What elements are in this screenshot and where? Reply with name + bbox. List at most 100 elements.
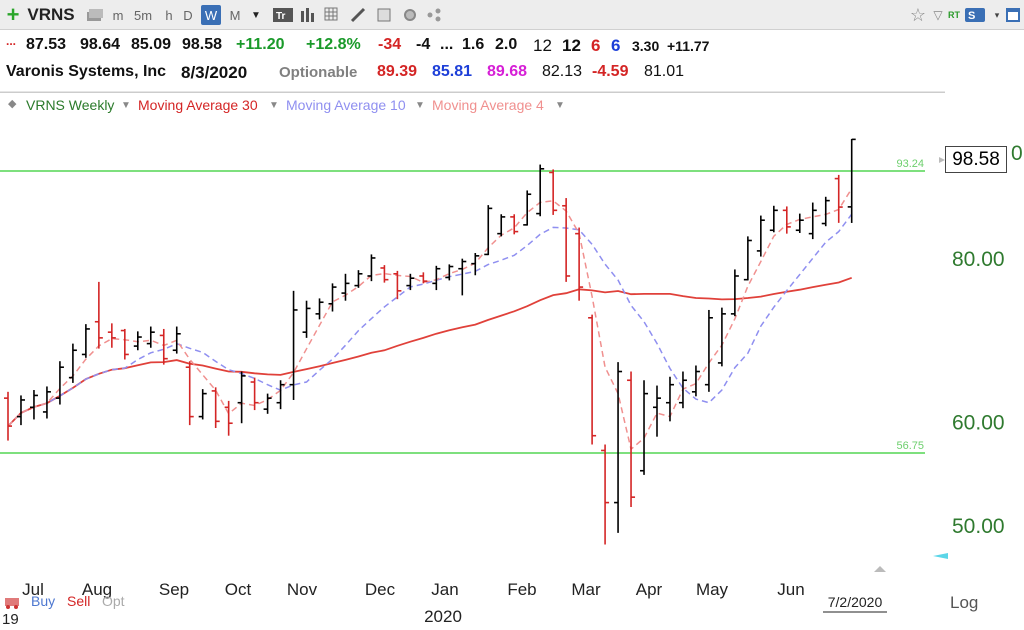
- ohlc-bar: [704, 309, 713, 392]
- ohlc-bar: [653, 385, 661, 437]
- ohlc-bar: [16, 395, 25, 426]
- settings-dropdown-icon[interactable]: ▾: [994, 9, 1000, 20]
- x-axis: Jul Aug Sep Oct Nov Dec Jan Feb Mar Apr May Jun 2020…: [2, 580, 887, 628]
- plus-icon[interactable]: +: [6, 2, 20, 27]
- ohlc-bar: [120, 328, 129, 360]
- ohlc-bar: [432, 265, 441, 291]
- quote-close: 98.58: [182, 36, 223, 53]
- ohlc-bar: [627, 371, 636, 507]
- ohlc-bar: [743, 236, 752, 281]
- quote-dots: ...: [6, 34, 17, 48]
- quote-field-1: -34: [378, 36, 402, 53]
- ohlc-bar: [497, 214, 506, 237]
- price-bars: [4, 138, 856, 545]
- ohlc-bar: [484, 205, 493, 256]
- y-tick-label-partial: 0: [1011, 142, 1023, 165]
- x-tick-label: Jun: [777, 580, 804, 599]
- cart-icon[interactable]: [4, 595, 22, 609]
- quote-field-6: 12: [533, 36, 552, 55]
- timeframe-h[interactable]: h: [165, 7, 173, 23]
- ohlc-bar: [808, 202, 817, 240]
- quote-change-pct: +12.8%: [306, 36, 361, 53]
- bar-tool-icon[interactable]: [298, 5, 318, 25]
- timeframe-5m[interactable]: 5m: [133, 7, 153, 23]
- timeframe-d[interactable]: D: [183, 7, 193, 23]
- quote-low: 85.09: [131, 36, 172, 53]
- ohlc-bar: [549, 169, 558, 215]
- legend-series-dropdown-icon[interactable]: ▼: [121, 100, 131, 111]
- window-icon[interactable]: [1004, 5, 1022, 25]
- ohlc-bar: [81, 324, 90, 358]
- ohlc-bar: [536, 164, 545, 217]
- legend-series[interactable]: VRNS Weekly: [26, 97, 115, 113]
- legend-ma4[interactable]: Moving Average 4: [432, 97, 544, 113]
- ohlc-bar: [354, 270, 363, 288]
- legend-ma30[interactable]: Moving Average 30: [138, 97, 258, 113]
- moving-average-lines: [7, 188, 853, 451]
- ohlc-bar: [133, 331, 142, 351]
- gear-icon[interactable]: [400, 5, 420, 25]
- log-scale-toggle[interactable]: Log: [950, 593, 979, 612]
- timeframe-m[interactable]: m: [112, 7, 124, 23]
- dropdown-arrow-icon[interactable]: ▼: [251, 9, 261, 21]
- ohlc-bar: [691, 365, 700, 397]
- ohlc-bar: [367, 254, 376, 282]
- ohlc-bar: [821, 196, 830, 227]
- sell-button[interactable]: Sell: [67, 593, 91, 609]
- legend-chevron-icon[interactable]: ◆: [8, 98, 17, 110]
- timeframe-m-monthly[interactable]: M: [229, 7, 241, 23]
- ohlc-bar: [29, 390, 38, 420]
- ma-line-10: [7, 213, 853, 427]
- x-tick-label: Dec: [365, 580, 396, 599]
- rt-icon[interactable]: RT: [948, 10, 960, 20]
- timeframe-w[interactable]: W: [201, 5, 221, 25]
- ohlc-bar: [678, 371, 687, 409]
- legend-ma10[interactable]: Moving Average 10: [286, 97, 406, 113]
- text-tool-icon[interactable]: Tr: [272, 5, 294, 25]
- pencil-icon[interactable]: [348, 5, 368, 25]
- ohlc-bar: [224, 400, 233, 436]
- ma-line-30: [7, 276, 853, 427]
- symbol-field[interactable]: VRNS: [27, 5, 75, 24]
- x-tick-label: Mar: [571, 580, 601, 599]
- ohlc-bar: [445, 264, 454, 281]
- legend-ma10-dropdown-icon[interactable]: ▼: [415, 100, 425, 111]
- star-icon[interactable]: ☆: [909, 4, 927, 25]
- ohlc-bar: [575, 227, 584, 301]
- svg-text:Tr: Tr: [276, 11, 286, 22]
- legend-ma4-dropdown-icon[interactable]: ▼: [555, 100, 565, 111]
- ohlc-bar: [588, 314, 597, 445]
- x-tick-label: Aug: [82, 580, 112, 599]
- ohlc-bar: [614, 362, 623, 533]
- quote-change: +11.20: [236, 36, 285, 53]
- horizontal-lines: 93.24 56.75: [0, 158, 925, 454]
- ohlc-bar: [393, 270, 402, 300]
- ohlc-bar: [146, 326, 155, 348]
- ohlc-bar: [769, 205, 778, 233]
- ohlc-bar: [172, 326, 181, 354]
- filter-icon[interactable]: ▽: [933, 8, 943, 22]
- ohlc-bar: [419, 272, 428, 284]
- share-icon[interactable]: [424, 5, 444, 25]
- y-tick-label: 50.00: [952, 515, 1005, 538]
- ohlc-bar: [782, 206, 791, 234]
- ohlc-bar: [237, 371, 246, 424]
- note-icon[interactable]: [374, 5, 394, 25]
- current-price-marker-icon: [933, 553, 948, 559]
- cursor-date-label: 7/2/2020: [828, 594, 883, 610]
- ohlc-bar: [328, 283, 337, 312]
- quote-value-3: 89.68: [487, 63, 528, 80]
- ohlc-bar: [263, 393, 272, 414]
- opt-button[interactable]: Opt: [102, 593, 125, 609]
- ohlc-bar: [198, 389, 207, 420]
- ohlc-bar: [458, 258, 467, 296]
- legend-ma30-dropdown-icon[interactable]: ▼: [269, 100, 279, 111]
- buy-button[interactable]: Buy: [31, 593, 56, 609]
- grid-add-icon[interactable]: [322, 5, 342, 25]
- hline-label-0: 93.24: [896, 158, 924, 170]
- s-link-icon[interactable]: S: [964, 5, 986, 25]
- chart-type-icon[interactable]: [84, 5, 106, 25]
- scroll-up-icon[interactable]: [874, 566, 886, 572]
- y-tick-label: 80.00: [952, 248, 1005, 271]
